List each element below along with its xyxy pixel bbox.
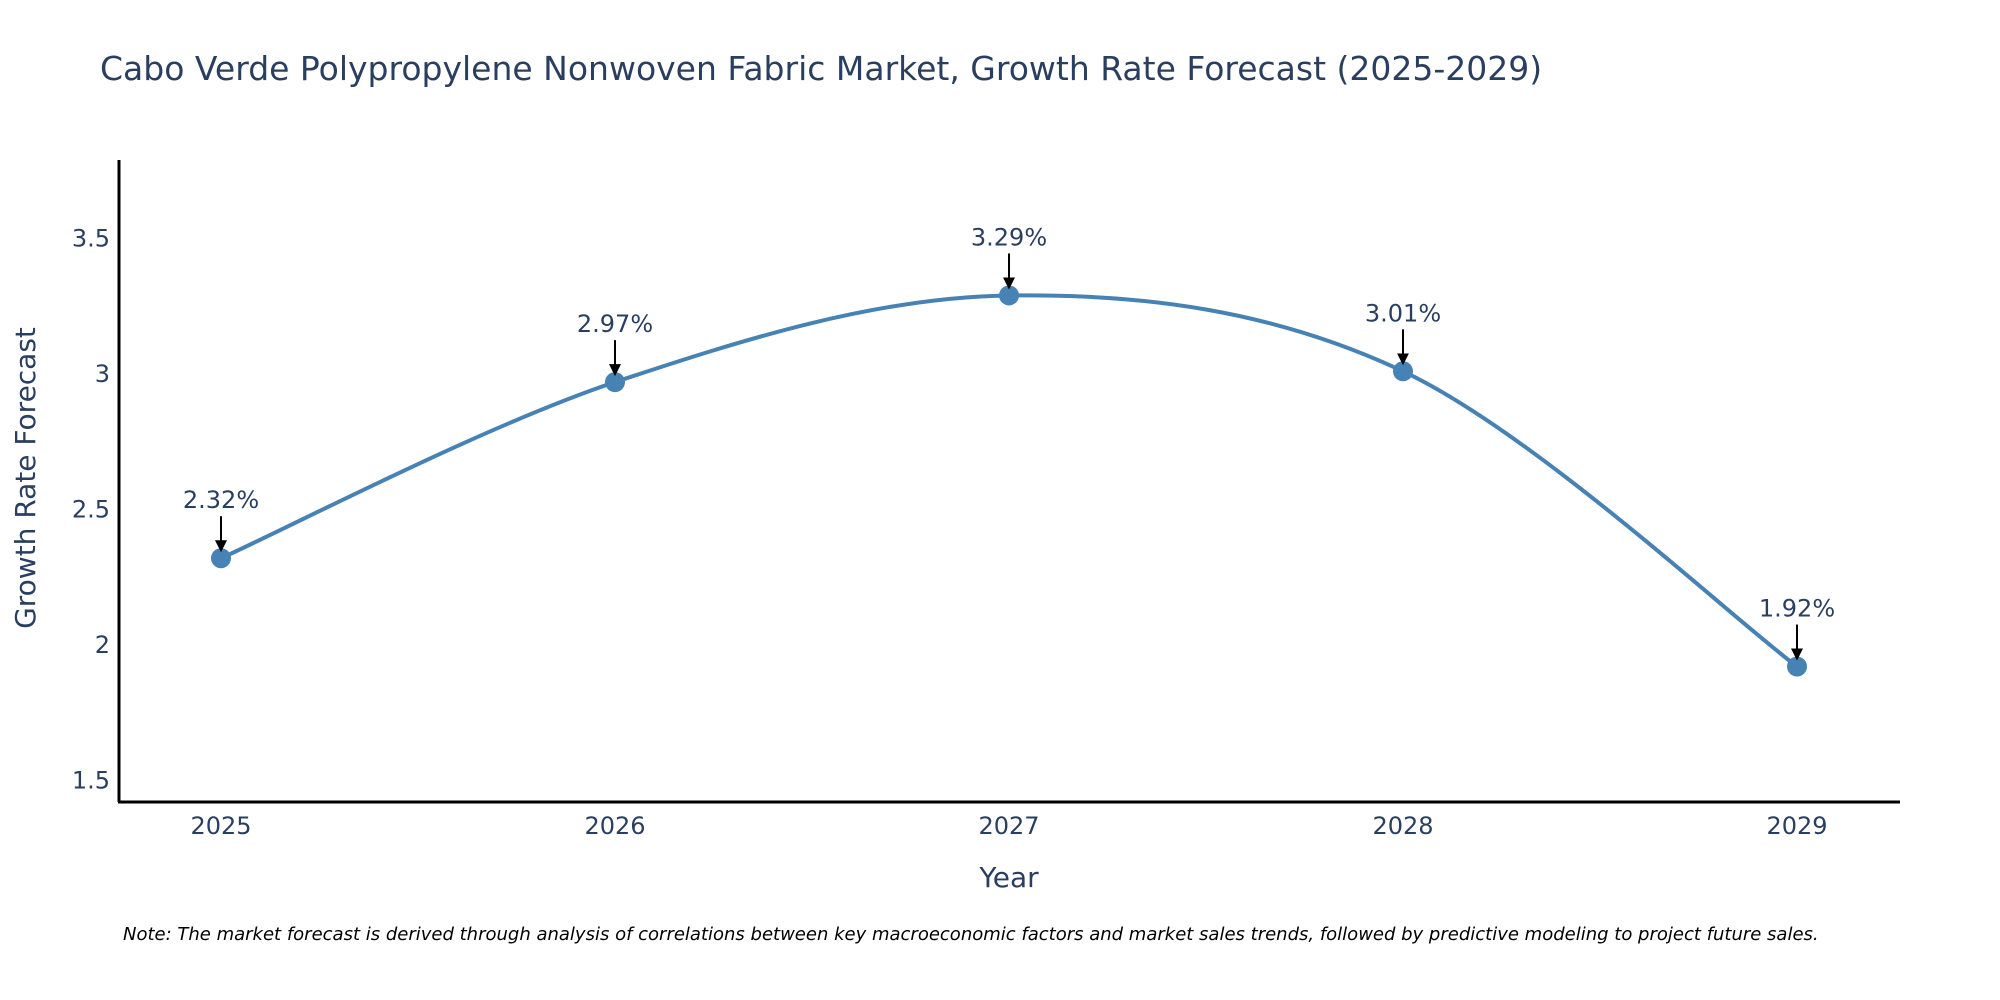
data-point (1393, 361, 1413, 382)
y-axis-title: Growth Rate Forecast (9, 327, 42, 629)
y-tick-label: 1.5 (72, 766, 110, 794)
data-point (999, 285, 1019, 306)
x-tick-label: 2029 (1766, 812, 1827, 840)
data-label: 3.29% (971, 223, 1047, 251)
data-label: 3.01% (1365, 299, 1441, 327)
x-tick-label: 2026 (584, 812, 645, 840)
x-axis-ticks: 2025 2026 2027 2028 2029 (190, 812, 1827, 840)
data-point (605, 372, 625, 393)
y-tick-label: 2 (95, 631, 110, 659)
note-text: Note: The market forecast is derived thr… (123, 924, 1819, 945)
y-tick-label: 3.5 (72, 225, 110, 253)
data-point (211, 548, 231, 569)
data-label: 2.97% (577, 310, 653, 338)
x-tick-label: 2028 (1372, 812, 1433, 840)
chart-title: Cabo Verde Polypropylene Nonwoven Fabric… (100, 49, 1542, 88)
data-label: 1.92% (1759, 595, 1835, 623)
data-label: 2.32% (183, 486, 259, 514)
data-labels: 2.32% 2.97% 3.29% 3.01% 1.92% (183, 223, 1835, 661)
x-axis-title: Year (978, 861, 1039, 894)
series-line (220, 293, 1799, 669)
y-tick-label: 3 (95, 360, 110, 388)
x-tick-label: 2025 (190, 812, 251, 840)
y-axis-ticks: 1.5 2 2.5 3 3.5 (72, 225, 110, 795)
data-point (1787, 656, 1807, 677)
y-tick-label: 2.5 (72, 495, 110, 523)
x-tick-label: 2027 (978, 812, 1039, 840)
data-points (211, 285, 1807, 677)
